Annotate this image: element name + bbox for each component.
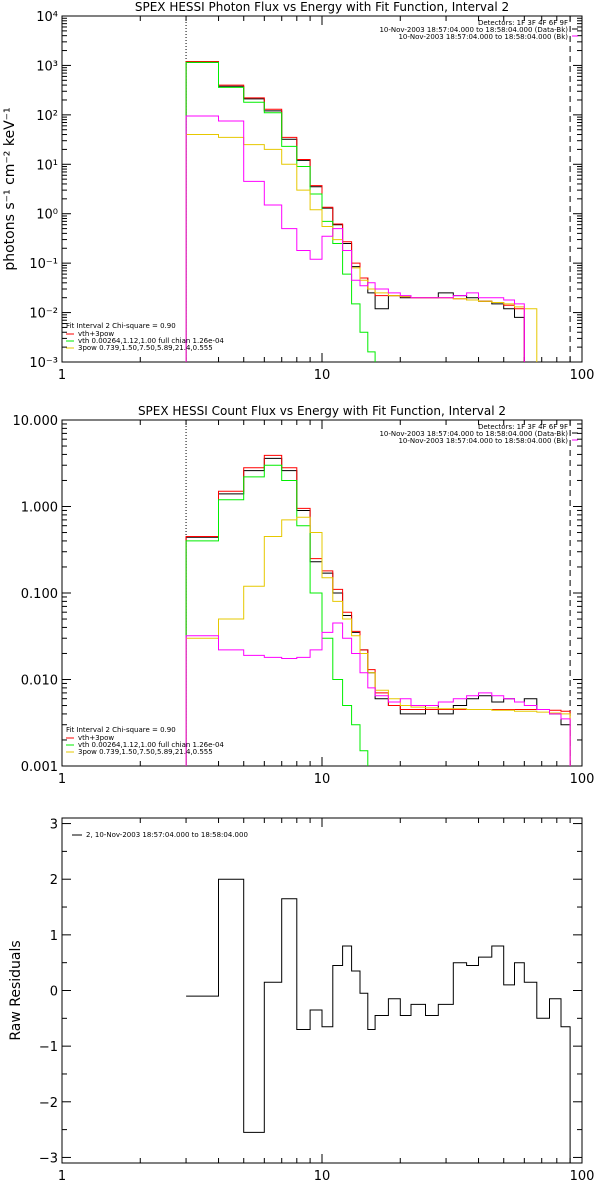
series-total-fit bbox=[185, 61, 525, 362]
y-tick-label: 0.001 bbox=[21, 760, 58, 775]
plot-frame bbox=[61, 817, 583, 1164]
x-tick-label: 100 bbox=[570, 772, 595, 787]
detectors-info-line: 10-Nov-2003 18:57:04.000 to 18:58:04.000… bbox=[398, 33, 568, 41]
fit-legend-label: vth 0.00264,1.12,1.00 full chian 1.26e-0… bbox=[78, 337, 224, 345]
fit-legend-header: Fit Interval 2 Chi-square = 0.90 bbox=[66, 322, 176, 330]
y-tick-label: −1 bbox=[39, 1040, 58, 1055]
y-tick-label: 2 bbox=[50, 873, 58, 888]
fit-legend-label: vth+3pow bbox=[78, 330, 114, 338]
y-tick-label: 1 bbox=[50, 929, 58, 944]
y-tick-label: 3 bbox=[50, 818, 58, 833]
series-background bbox=[185, 622, 571, 766]
series-background bbox=[185, 115, 525, 362]
chart-title: SPEX HESSI Photon Flux vs Energy with Fi… bbox=[135, 0, 509, 14]
series-residuals bbox=[186, 878, 571, 1163]
y-tick-label: 10⁻³ bbox=[29, 356, 58, 371]
fit-legend-label: 3pow 0.739,1.50,7.50,5.89,21.4,0.555 bbox=[78, 748, 213, 756]
y-tick-label: −2 bbox=[39, 1096, 58, 1111]
series-thermal bbox=[185, 464, 369, 766]
y-tick-label: 10¹ bbox=[36, 158, 58, 173]
y-tick-label: 10² bbox=[36, 109, 58, 124]
fit-legend-header: Fit Interval 2 Chi-square = 0.90 bbox=[66, 726, 176, 734]
fit-legend-label: 3pow 0.739,1.50,7.50,5.89,21.4,0.555 bbox=[78, 344, 213, 352]
photon-flux-panel: SPEX HESSI Photon Flux vs Energy with Fi… bbox=[2, 0, 595, 383]
detectors-info-line: Detectors: 1F 3F 4F 6F 9F bbox=[478, 423, 568, 431]
series-power-law bbox=[185, 516, 571, 766]
data-layer bbox=[185, 420, 571, 766]
series-power-law bbox=[185, 134, 538, 362]
series-data bbox=[185, 61, 525, 362]
y-tick-label: 0 bbox=[50, 985, 58, 1000]
x-tick-label: 100 bbox=[570, 1169, 595, 1184]
series-thermal bbox=[185, 61, 376, 362]
detectors-info-line: Detectors: 1F 3F 4F 6F 9F bbox=[478, 19, 568, 27]
y-tick-label: 10⁰ bbox=[36, 208, 58, 223]
y-axis-label: Raw Residuals bbox=[8, 940, 24, 1040]
y-tick-label: −3 bbox=[39, 1151, 58, 1166]
x-tick-label: 1 bbox=[58, 1169, 66, 1184]
y-tick-label: 1.000 bbox=[21, 501, 58, 516]
series-total-fit bbox=[185, 454, 571, 766]
y-tick-label: 10⁻¹ bbox=[29, 257, 58, 272]
x-tick-label: 100 bbox=[570, 368, 595, 383]
detectors-info-line: 10-Nov-2003 18:57:04.000 to 18:58:04.000… bbox=[379, 26, 568, 34]
fit-legend-label: vth 0.00264,1.12,1.00 full chian 1.26e-0… bbox=[78, 741, 224, 749]
y-tick-label: 0.100 bbox=[21, 587, 58, 602]
detectors-info-line: 10-Nov-2003 18:57:04.000 to 18:58:04.000… bbox=[398, 437, 568, 445]
x-tick-label: 10 bbox=[314, 772, 331, 787]
y-tick-label: 10⁴ bbox=[36, 10, 58, 25]
data-layer bbox=[185, 16, 571, 362]
x-tick-label: 1 bbox=[58, 368, 66, 383]
x-tick-label: 10 bbox=[314, 368, 331, 383]
y-tick-label: 0.010 bbox=[21, 674, 58, 689]
x-tick-label: 1 bbox=[58, 772, 66, 787]
series-data bbox=[185, 457, 571, 766]
fit-legend-label: vth+3pow bbox=[78, 734, 114, 742]
residuals-panel: Raw Residuals 1 10 100 −3 −2 −1 0 1 2 3 2, 10-Nov-2… bbox=[8, 817, 595, 1184]
y-axis-label: photons s⁻¹ cm⁻² keV⁻¹ bbox=[2, 107, 18, 270]
count-flux-panel: SPEX HESSI Count Flux vs Energy with Fit… bbox=[13, 404, 595, 787]
x-tick-label: 10 bbox=[314, 1169, 331, 1184]
y-tick-label: 10³ bbox=[36, 59, 58, 74]
chart-title: SPEX HESSI Count Flux vs Energy with Fit… bbox=[138, 404, 506, 418]
residual-legend-label: 2, 10-Nov-2003 18:57:04.000 to 18:58:04.… bbox=[86, 831, 248, 839]
y-tick-label: 10⁻² bbox=[29, 307, 58, 322]
y-tick-label: 10.000 bbox=[13, 414, 59, 429]
detectors-info-line: 10-Nov-2003 18:57:04.000 to 18:58:04.000… bbox=[379, 430, 568, 438]
data-layer bbox=[186, 878, 571, 1163]
